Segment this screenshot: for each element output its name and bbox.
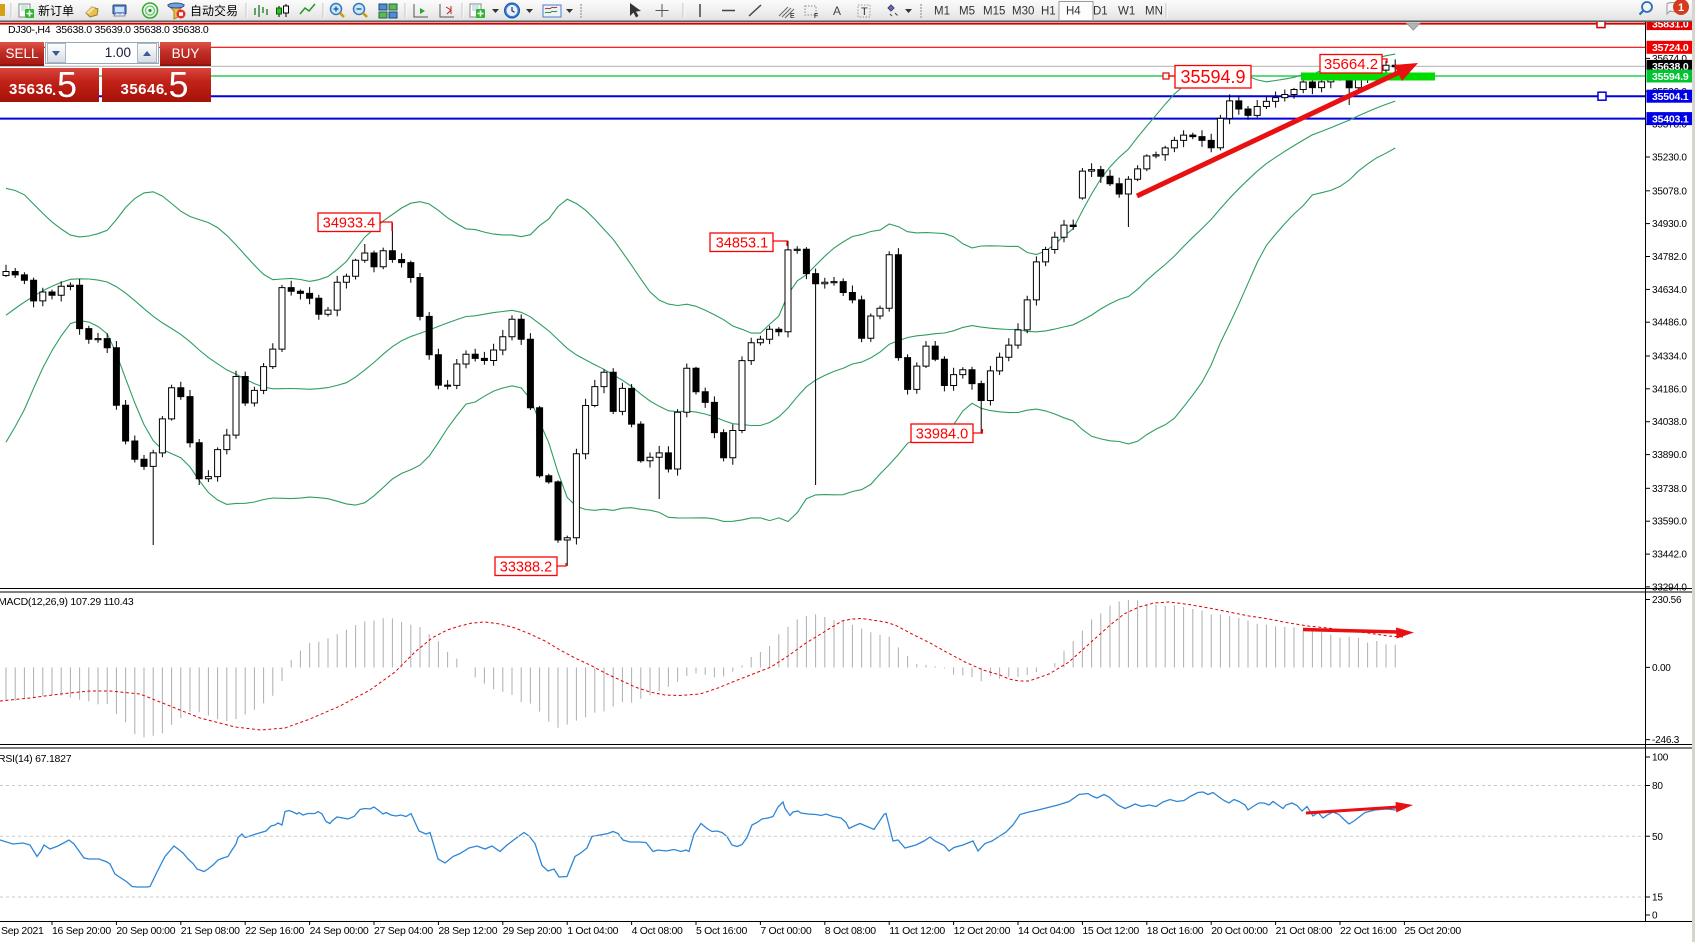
svg-text:29 Sep 20:00: 29 Sep 20:00 [503, 925, 562, 937]
svg-text:M5: M5 [959, 6, 975, 18]
svg-text:80: 80 [1652, 781, 1663, 792]
svg-text:25 Oct 20:00: 25 Oct 20:00 [1404, 925, 1461, 937]
svg-text:7 Oct 00:00: 7 Oct 00:00 [760, 925, 811, 937]
svg-text:15: 15 [1652, 893, 1663, 904]
svg-text:-246.3: -246.3 [1652, 735, 1680, 746]
svg-text:33738.0: 33738.0 [1652, 484, 1687, 495]
svg-text:35664.2: 35664.2 [1324, 56, 1378, 73]
svg-text:RSI(14) 67.1827: RSI(14) 67.1827 [0, 753, 72, 765]
svg-text:H4: H4 [1066, 6, 1081, 18]
svg-text:15 Oct 12:00: 15 Oct 12:00 [1082, 925, 1139, 937]
svg-text:27 Sep 04:00: 27 Sep 04:00 [374, 925, 433, 937]
svg-text:34930.0: 34930.0 [1652, 219, 1687, 230]
svg-text:D1: D1 [1093, 6, 1108, 18]
svg-text:1: 1 [1678, 2, 1684, 14]
svg-text:22 Oct 16:00: 22 Oct 16:00 [1340, 925, 1397, 937]
svg-text:DJ30-,H4 35638.0 35639.0 3563: DJ30-,H4 35638.0 35639.0 35638.0 35638.0 [8, 24, 209, 36]
svg-text:8 Oct 08:00: 8 Oct 08:00 [825, 925, 876, 937]
svg-text:21 Oct 08:00: 21 Oct 08:00 [1276, 925, 1333, 937]
svg-text:16 Sep 20:00: 16 Sep 20:00 [52, 925, 111, 937]
svg-text:M15: M15 [983, 6, 1005, 18]
svg-text:35674.0: 35674.0 [1652, 54, 1687, 65]
svg-text:33890.0: 33890.0 [1652, 450, 1687, 461]
svg-text:35078.0: 35078.0 [1652, 186, 1687, 197]
svg-text:230.56: 230.56 [1652, 595, 1682, 606]
svg-text:35230.0: 35230.0 [1652, 153, 1687, 164]
svg-text:21 Sep 08:00: 21 Sep 08:00 [181, 925, 240, 937]
svg-text:35594.9: 35594.9 [1180, 67, 1245, 87]
svg-text:35504.1: 35504.1 [1652, 91, 1689, 103]
svg-text:35724.0: 35724.0 [1652, 42, 1689, 54]
svg-text:1 Oct 04:00: 1 Oct 04:00 [567, 925, 618, 937]
svg-text:22 Sep 16:00: 22 Sep 16:00 [245, 925, 304, 937]
svg-text:33294.0: 33294.0 [1652, 582, 1687, 593]
svg-text:33984.0: 33984.0 [916, 427, 968, 443]
svg-text:T: T [861, 6, 868, 18]
svg-text:35378.0: 35378.0 [1652, 120, 1687, 131]
svg-text:MACD(12,26,9) 107.29 110.43: MACD(12,26,9) 107.29 110.43 [0, 596, 134, 608]
svg-text:12 Oct 20:00: 12 Oct 20:00 [954, 925, 1011, 937]
svg-text:34186.0: 34186.0 [1652, 384, 1687, 395]
svg-text:34634.0: 34634.0 [1652, 285, 1687, 296]
svg-text:0.00: 0.00 [1652, 663, 1671, 674]
svg-text:A: A [833, 4, 841, 18]
svg-text:新订单: 新订单 [38, 3, 74, 18]
svg-text:34933.4: 34933.4 [323, 216, 375, 232]
svg-text:Sep 2021: Sep 2021 [1, 925, 44, 937]
svg-text:5 Oct 16:00: 5 Oct 16:00 [696, 925, 747, 937]
svg-text:自动交易: 自动交易 [190, 3, 238, 18]
svg-text:33442.0: 33442.0 [1652, 550, 1687, 561]
svg-text:34038.0: 34038.0 [1652, 417, 1687, 428]
svg-text:11 Oct 12:00: 11 Oct 12:00 [889, 925, 945, 937]
svg-text:0: 0 [1652, 911, 1658, 922]
svg-text:34486.0: 34486.0 [1652, 318, 1687, 329]
svg-text:MN: MN [1145, 6, 1163, 18]
svg-text:35403.1: 35403.1 [1652, 113, 1689, 125]
svg-text:E: E [790, 13, 795, 20]
svg-text:28 Sep 12:00: 28 Sep 12:00 [438, 925, 497, 937]
svg-text:20 Oct 00:00: 20 Oct 00:00 [1211, 925, 1268, 937]
svg-text:34853.1: 34853.1 [716, 236, 768, 252]
svg-text:35594.9: 35594.9 [1652, 71, 1689, 83]
svg-text:M1: M1 [934, 6, 950, 18]
svg-text:100: 100 [1652, 753, 1669, 764]
svg-text:M30: M30 [1012, 6, 1034, 18]
svg-text:24 Sep 00:00: 24 Sep 00:00 [310, 925, 369, 937]
svg-text:H1: H1 [1041, 6, 1056, 18]
svg-text:14 Oct 04:00: 14 Oct 04:00 [1018, 925, 1075, 937]
svg-text:34782.0: 34782.0 [1652, 252, 1687, 263]
svg-text:34334.0: 34334.0 [1652, 352, 1687, 363]
svg-text:W1: W1 [1118, 6, 1135, 18]
svg-text:F: F [814, 13, 818, 20]
svg-text:33590.0: 33590.0 [1652, 517, 1687, 528]
svg-text:4 Oct 08:00: 4 Oct 08:00 [632, 925, 683, 937]
svg-text:50: 50 [1652, 832, 1663, 843]
svg-text:20 Sep 00:00: 20 Sep 00:00 [116, 925, 175, 937]
svg-text:33388.2: 33388.2 [500, 560, 552, 576]
svg-text:18 Oct 16:00: 18 Oct 16:00 [1147, 925, 1204, 937]
